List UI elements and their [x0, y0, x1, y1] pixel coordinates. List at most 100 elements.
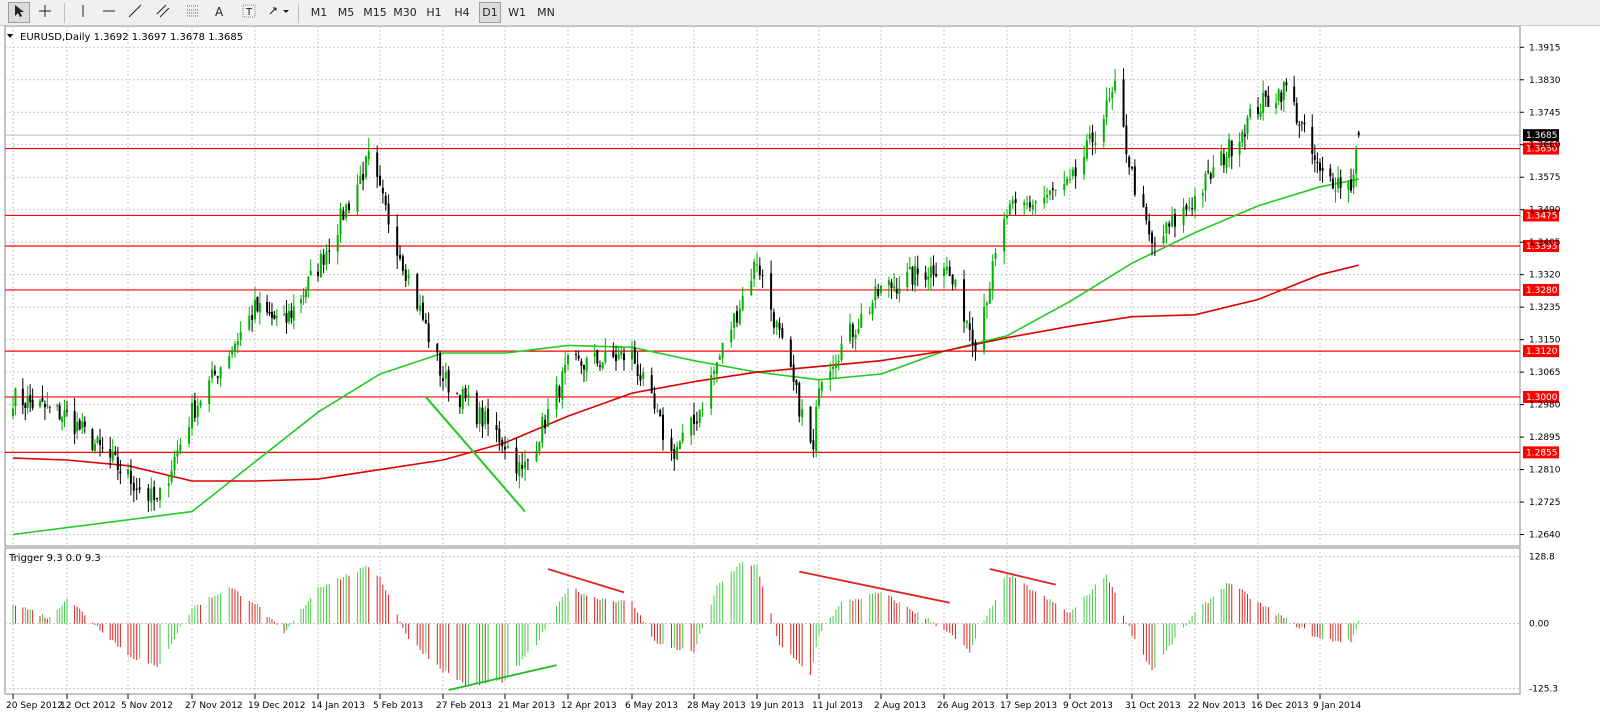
divergence-line[interactable] — [547, 568, 625, 594]
timeframe-m5-button[interactable]: M5 — [337, 6, 355, 19]
divergence-line[interactable] — [799, 570, 950, 604]
candle-body — [307, 276, 310, 291]
candle-body — [1212, 167, 1215, 178]
collapse-arrow-icon[interactable] — [7, 34, 13, 38]
candle-body — [300, 299, 303, 304]
candle-body — [750, 281, 753, 296]
candle-body — [436, 343, 439, 353]
candle-body — [328, 250, 331, 252]
x-tick-label: 19 Dec 2012 — [248, 701, 306, 711]
candle-body — [914, 265, 917, 286]
y-tick-label: 1.3915 — [1529, 43, 1561, 53]
x-tick-label: 5 Feb 2013 — [373, 701, 423, 711]
candle-body — [292, 305, 295, 321]
candle-body — [772, 312, 775, 328]
candle-body — [518, 462, 521, 477]
candle-body — [359, 175, 362, 185]
candle-body — [604, 350, 607, 363]
candle-body — [275, 316, 278, 318]
candle-body — [935, 274, 938, 277]
candle-body — [1006, 214, 1008, 218]
candle-body — [63, 410, 66, 418]
candle-body — [283, 314, 286, 316]
vertical-line-button[interactable] — [72, 2, 94, 23]
y-tick-label: 1.2980 — [1529, 401, 1561, 411]
main-panel-frame — [4, 26, 1521, 547]
timeframe-d1-button[interactable]: D1 — [479, 2, 501, 23]
candle-body — [1131, 166, 1133, 169]
x-tick-label: 12 Apr 2013 — [561, 701, 617, 711]
text-button[interactable]: A — [208, 2, 230, 23]
timeframe-m15-button[interactable]: M15 — [363, 6, 387, 19]
candle-body — [379, 175, 381, 186]
candle-body — [834, 363, 837, 368]
candle-body — [650, 374, 653, 394]
text-label-button[interactable]: T — [238, 2, 260, 23]
x-tick-label: 17 Sep 2013 — [1000, 701, 1057, 711]
candle-body — [213, 370, 216, 375]
x-tick-label: 14 Jan 2013 — [311, 701, 365, 711]
timeframe-h1-button[interactable]: H1 — [426, 6, 442, 19]
candle-body — [738, 308, 741, 325]
candle-body — [1153, 243, 1156, 245]
candle-body — [43, 403, 46, 408]
candle-body — [159, 487, 161, 501]
trendline-button[interactable] — [124, 2, 146, 23]
fibonacci-button[interactable] — [182, 2, 204, 23]
candle-body — [526, 459, 529, 461]
candle-body — [945, 266, 948, 271]
text-icon: A — [212, 4, 226, 21]
candle-body — [756, 264, 758, 266]
candle-body — [1277, 89, 1280, 101]
divergence-line[interactable] — [989, 568, 1056, 586]
timeframe-w1-button[interactable]: W1 — [508, 6, 526, 19]
green-moving-average-line[interactable] — [12, 178, 1359, 536]
horizontal-line-button[interactable] — [98, 2, 120, 23]
indicator-y-tick-label: 0.00 — [1529, 620, 1549, 630]
equidistant-channel-button[interactable] — [152, 2, 174, 23]
timeframe-h4-button[interactable]: H4 — [454, 6, 470, 19]
candle-body — [1293, 86, 1296, 102]
timeframe-m1-button[interactable]: M1 — [310, 6, 328, 19]
candle-body — [1182, 207, 1185, 226]
candle-body — [893, 286, 896, 289]
candle-body — [567, 355, 569, 365]
candle-body — [236, 341, 239, 346]
price-trendline[interactable] — [425, 396, 526, 513]
candle-body — [991, 261, 994, 290]
candle-body — [775, 321, 778, 328]
candle-body — [596, 350, 599, 364]
candle-body — [48, 406, 51, 408]
divergence-line[interactable] — [448, 664, 557, 691]
crosshair-tool-button[interactable] — [34, 2, 56, 23]
candle-body — [14, 388, 17, 407]
candle-body — [1319, 162, 1321, 171]
red-moving-average-line[interactable] — [12, 264, 1359, 482]
candle-body — [1031, 204, 1034, 210]
candle-body — [1316, 162, 1319, 164]
candle-body — [251, 315, 254, 320]
candle-body — [73, 410, 76, 434]
cursor-tool-button[interactable] — [8, 2, 30, 23]
candle-body — [1168, 223, 1171, 227]
level-price-label: 1.3280 — [1526, 286, 1558, 296]
candle-body — [179, 444, 182, 451]
level-price-tag — [1523, 446, 1559, 459]
candle-body — [91, 429, 94, 451]
arrows-button[interactable] — [264, 2, 294, 23]
candle-body — [633, 347, 636, 364]
timeframe-mn-button[interactable]: MN — [537, 6, 555, 19]
candle-body — [83, 421, 86, 427]
timeframe-m30-button[interactable]: M30 — [393, 6, 417, 19]
candle-body — [662, 414, 664, 440]
candlesticks — [12, 68, 1360, 513]
candle-body — [228, 356, 231, 369]
candle-body — [129, 470, 132, 484]
candle-body — [111, 452, 114, 461]
candle-body — [231, 349, 234, 355]
candle-body — [538, 442, 541, 452]
candle-body — [965, 320, 968, 324]
candle-body — [854, 334, 857, 339]
candle-body — [66, 410, 68, 412]
candle-body — [1142, 194, 1145, 208]
